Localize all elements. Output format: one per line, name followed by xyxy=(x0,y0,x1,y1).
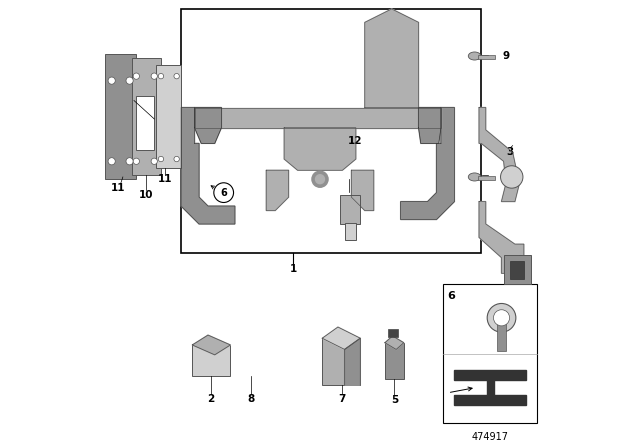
Circle shape xyxy=(312,171,328,187)
Bar xyxy=(105,54,136,179)
Bar xyxy=(477,176,495,180)
Circle shape xyxy=(126,77,133,84)
Polygon shape xyxy=(385,336,404,349)
Circle shape xyxy=(133,158,140,164)
Text: 4: 4 xyxy=(516,255,523,265)
Polygon shape xyxy=(479,108,520,202)
Bar xyxy=(132,58,161,175)
Bar xyxy=(181,9,481,253)
Circle shape xyxy=(158,156,164,162)
Text: 7: 7 xyxy=(338,394,345,404)
Circle shape xyxy=(214,183,234,202)
Polygon shape xyxy=(323,327,360,349)
Text: 8: 8 xyxy=(247,394,254,404)
Polygon shape xyxy=(351,170,374,211)
Polygon shape xyxy=(195,108,441,128)
Circle shape xyxy=(151,158,157,164)
Bar xyxy=(340,195,360,224)
Polygon shape xyxy=(266,170,289,211)
Polygon shape xyxy=(401,108,454,220)
Text: 12: 12 xyxy=(348,136,362,146)
Text: 2: 2 xyxy=(207,394,215,404)
Text: 11: 11 xyxy=(158,174,173,184)
Polygon shape xyxy=(284,128,356,170)
Bar xyxy=(157,65,181,168)
Circle shape xyxy=(108,77,115,84)
Text: 11: 11 xyxy=(111,183,125,193)
Circle shape xyxy=(493,310,509,326)
Bar xyxy=(345,223,356,240)
Bar xyxy=(477,55,495,59)
Circle shape xyxy=(126,158,133,165)
Text: 474917: 474917 xyxy=(472,432,509,442)
Ellipse shape xyxy=(468,173,481,181)
Polygon shape xyxy=(365,9,419,108)
Text: 1: 1 xyxy=(289,264,297,274)
Bar xyxy=(497,321,506,351)
Polygon shape xyxy=(181,108,235,224)
Circle shape xyxy=(174,73,179,79)
Bar xyxy=(323,338,360,385)
Polygon shape xyxy=(345,338,360,385)
Circle shape xyxy=(108,158,115,165)
Circle shape xyxy=(151,73,157,79)
Circle shape xyxy=(133,73,140,79)
Polygon shape xyxy=(419,108,441,143)
Text: 10: 10 xyxy=(139,190,154,200)
Circle shape xyxy=(500,166,523,188)
Polygon shape xyxy=(195,108,221,143)
Bar xyxy=(388,329,397,337)
Text: 3: 3 xyxy=(507,147,514,157)
Text: 6: 6 xyxy=(220,188,227,198)
Polygon shape xyxy=(479,202,524,273)
Polygon shape xyxy=(454,370,526,405)
Circle shape xyxy=(316,175,324,184)
Bar xyxy=(385,343,404,379)
Bar xyxy=(504,255,531,284)
Polygon shape xyxy=(192,335,230,355)
Circle shape xyxy=(487,303,516,332)
Bar xyxy=(136,96,154,150)
Text: 5: 5 xyxy=(391,395,398,405)
Bar xyxy=(511,261,524,279)
Circle shape xyxy=(158,73,164,79)
Text: 9: 9 xyxy=(502,171,509,181)
Circle shape xyxy=(174,156,179,162)
Bar xyxy=(443,284,538,423)
Text: 9: 9 xyxy=(502,51,509,61)
Ellipse shape xyxy=(468,52,481,60)
Text: 6: 6 xyxy=(447,291,455,301)
Bar xyxy=(192,345,230,376)
